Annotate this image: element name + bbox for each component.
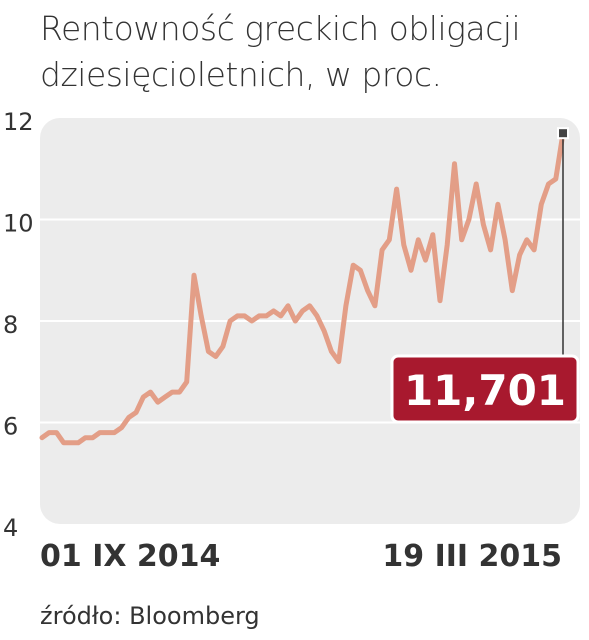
data-point [366, 289, 370, 293]
data-point [185, 380, 189, 384]
data-point [47, 431, 51, 435]
data-point [532, 248, 536, 252]
data-point [445, 243, 449, 247]
data-point [308, 304, 312, 308]
data-point [134, 410, 138, 414]
data-point [358, 268, 362, 272]
data-point [416, 238, 420, 242]
data-point [112, 431, 116, 435]
data-point [105, 431, 109, 435]
data-point [192, 273, 196, 277]
y-tick-label: 12 [3, 108, 34, 136]
data-point [149, 390, 153, 394]
data-point [460, 238, 464, 242]
data-point [272, 309, 276, 313]
data-point [525, 238, 529, 242]
y-axis-tick-labels: 4 6 8 10 12 [3, 108, 34, 542]
chart-title: Rentowność greckich obligacji dziesięcio… [40, 6, 580, 98]
data-point [554, 177, 558, 181]
data-point [510, 289, 514, 293]
data-point [156, 400, 160, 404]
data-point [83, 436, 87, 440]
data-point [474, 182, 478, 186]
data-point [141, 395, 145, 399]
data-point [243, 314, 247, 318]
source-note: źródło: Bloomberg [40, 602, 260, 630]
data-point [177, 390, 181, 394]
data-point [409, 268, 413, 272]
data-point [539, 202, 543, 206]
data-point [286, 304, 290, 308]
data-point [395, 187, 399, 191]
data-point [91, 436, 95, 440]
data-point [503, 238, 507, 242]
chart-title-line-1: Rentowność greckich obligacji [40, 9, 521, 48]
data-point [452, 162, 456, 166]
data-point [120, 426, 124, 430]
data-point [315, 314, 319, 318]
y-tick-label: 4 [3, 514, 18, 542]
data-point [170, 390, 174, 394]
end-point-marker [557, 127, 569, 140]
y-tick-label: 8 [3, 311, 18, 339]
data-point [344, 304, 348, 308]
data-point [214, 355, 218, 359]
value-callout-box [390, 354, 580, 424]
data-point [40, 436, 44, 440]
data-point [329, 349, 333, 353]
data-point [547, 182, 551, 186]
data-point [467, 218, 471, 221]
data-point [264, 314, 268, 318]
data-point [322, 329, 326, 333]
data-point [373, 304, 377, 308]
line-chart: 4 6 8 10 12 11,701 01 IX 2014 19 III 2015 [3, 108, 580, 574]
data-point [387, 238, 391, 242]
data-point [438, 299, 442, 303]
data-point [62, 441, 66, 445]
data-point [481, 223, 485, 227]
data-point [351, 263, 355, 267]
data-point [76, 441, 80, 445]
data-point [199, 314, 203, 318]
data-point [54, 431, 58, 435]
data-point [279, 314, 283, 318]
data-point [489, 248, 493, 252]
data-point [250, 319, 254, 323]
data-point [424, 258, 428, 262]
data-point [221, 344, 225, 348]
x-axis-start-label: 01 IX 2014 [40, 539, 220, 574]
y-tick-label: 6 [3, 413, 18, 441]
data-point [301, 309, 304, 313]
data-point [257, 314, 261, 318]
data-point [206, 349, 210, 353]
data-point [496, 202, 500, 206]
data-point [402, 243, 406, 247]
data-point [380, 248, 384, 252]
value-callout: 11,701 [390, 354, 580, 424]
data-point [69, 441, 73, 445]
data-point [431, 233, 435, 237]
x-axis-end-label: 19 III 2015 [382, 539, 562, 574]
data-points [40, 131, 565, 445]
y-tick-label: 10 [3, 210, 34, 238]
data-point [518, 253, 522, 257]
data-point [228, 319, 232, 323]
data-point [127, 415, 131, 419]
value-callout-label: 11,701 [404, 366, 566, 415]
data-point [163, 395, 167, 399]
data-point [293, 319, 297, 323]
data-point [235, 314, 239, 318]
data-point [337, 360, 341, 364]
data-point [98, 431, 102, 435]
chart-title-line-2: dziesięcioletnich, w proc. [40, 55, 442, 94]
